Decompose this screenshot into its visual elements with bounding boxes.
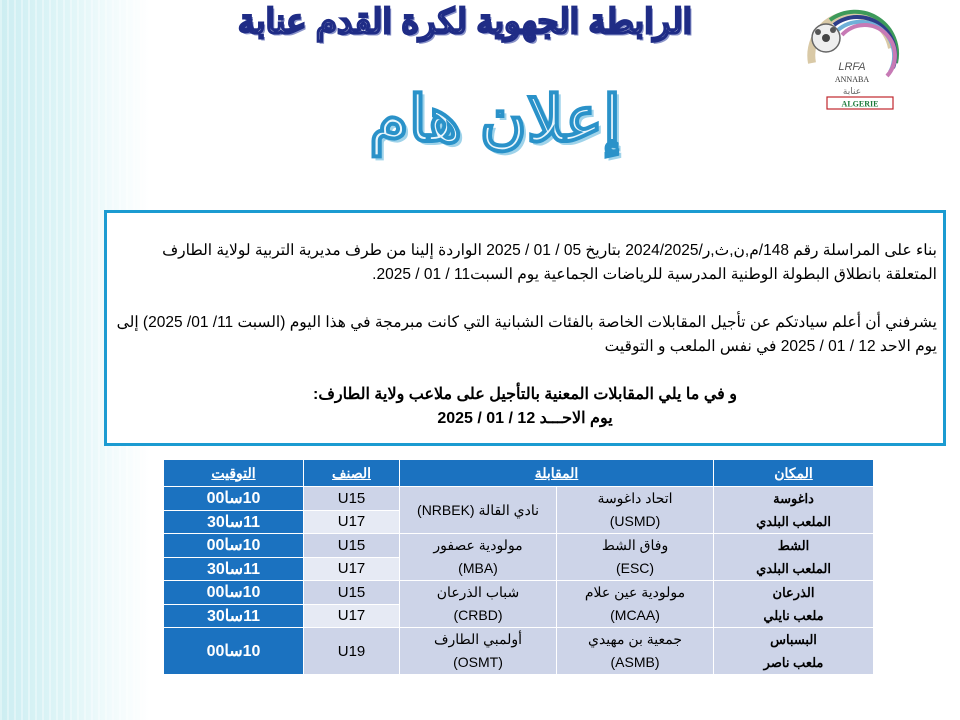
venue-cell-line: الملعب البلدي [756,561,831,576]
category-cell: U15 [303,580,400,605]
table-row: البسباس ملعب ناصر جمعية بن مهيدي (ASMB) أولم… [163,627,875,675]
home-team-cell-line: (MCAA) [610,607,660,623]
table-row: U17 11سا30 [163,509,874,534]
category-cell: U17 [303,603,400,628]
away-team-cell: نادي القالة (NRBEK) [398,486,558,534]
home-team-cell: اتحاد داغوسة (USMD) [556,486,715,534]
home-team-cell-line: (ASMB) [610,654,660,670]
away-team-cell: شباب الذرعان (CRBD) [398,580,558,628]
home-team-cell-line: اتحاد داغوسة [597,490,673,506]
header-class: الصنف [303,459,400,487]
table-row: الشط الملعب البلدي وفاق الشط (ESC) مولودية ع… [163,533,875,581]
table-header-row: المكان المقابلة الصنف التوقيت [163,459,875,487]
category-cell: U17 [303,509,400,534]
svg-text:LRFA: LRFA [838,61,865,73]
postponed-matches-table: المكان المقابلة الصنف التوقيت داغوسة المل… [163,459,875,675]
home-team-cell-line: جمعية بن مهيدي [587,631,683,647]
venue-cell-line: ملعب نايلي [763,608,824,623]
venue-cell-line: داغوسة [773,491,814,506]
venue-cell-line: البسباس [770,632,817,647]
home-team-cell: وفاق الشط (ESC) [556,533,715,581]
away-team-cell-line: أولمبي الطارف [434,631,522,647]
table-row: U17 11سا30 [163,603,874,628]
notice-day: يوم الاحـــد 12 / 01 / 2025 [437,410,613,427]
kickoff-time-cell: 10سا00 [163,486,304,511]
svg-text:ALGERIE: ALGERIE [842,100,879,109]
venue-cell-line: الذرعان [772,585,815,600]
notice-box: بناء على المراسلة رقم 148/م,ن,ث,ر/2024/2… [104,210,946,446]
kickoff-time-cell: 10سا00 [163,533,304,558]
category-cell: U19 [303,627,400,675]
away-team-cell: مولودية عصفور (MBA) [398,533,558,581]
home-team-cell-line: وفاق الشط [601,537,669,553]
category-cell: U17 [303,556,400,581]
header-place: المكان [713,459,875,487]
home-team-cell-line: مولودية عين علام [584,584,686,600]
away-team-cell-line: شباب الذرعان [436,584,520,600]
home-team-cell-line: (ESC) [615,560,655,576]
away-team-cell-line: (CRBD) [453,607,503,623]
away-team-cell-line: (MBA) [458,560,498,576]
away-team-cell-line: نادي القالة (NRBEK) [417,501,539,518]
away-team-cell-line: مولودية عصفور [433,537,523,553]
svg-text:عنابة: عنابة [843,87,861,97]
venue-cell: البسباس ملعب ناصر [713,627,875,675]
header-match: المقابلة [398,459,715,487]
home-team-cell-line: (USMD) [609,513,661,529]
kickoff-time-cell: 11سا30 [163,556,304,581]
league-logo: LRFA ANNABA عنابة ALGERIE [807,9,900,110]
announcement-heading: إعلان هام [368,82,622,156]
kickoff-time-cell: 10سا00 [163,627,304,675]
table-row: الذرعان ملعب نايلي مولودية عين علام (MCAA) ش… [163,580,875,628]
venue-cell-line: الشط [777,538,810,553]
home-team-cell: مولودية عين علام (MCAA) [556,580,715,628]
kickoff-time-cell: 10سا00 [163,580,304,605]
table-row: داغوسة الملعب البلدي اتحاد داغوسة (USMD) ناد… [163,486,875,534]
venue-cell-line: ملعب ناصر [763,655,824,670]
header-time: التوقيت [163,459,304,487]
venue-cell: الذرعان ملعب نايلي [713,580,875,628]
notice-paragraph-2: يشرفني أن أعلم سيادتكم عن تأجيل المقابلا… [116,314,937,355]
kickoff-time-cell: 11سا30 [163,603,304,628]
away-team-cell: أولمبي الطارف (OSMT) [398,627,558,675]
category-cell: U15 [303,533,400,558]
notice-paragraph-1: بناء على المراسلة رقم 148/م,ن,ث,ر/2024/2… [162,242,937,283]
away-team-cell-line: (OSMT) [453,654,503,670]
notice-intro: و في ما يلي المقابلات المعنية بالتأجيل ع… [313,386,737,403]
venue-cell-line: الملعب البلدي [756,514,831,529]
svg-text:ANNABA: ANNABA [835,75,869,84]
venue-cell: الشط الملعب البلدي [713,533,875,581]
kickoff-time-cell: 11سا30 [163,509,304,534]
home-team-cell: جمعية بن مهيدي (ASMB) [556,627,715,675]
category-cell: U15 [303,486,400,511]
league-title: الرابطة الجهوية لكرة القدم عنابة [237,2,693,42]
venue-cell: داغوسة الملعب البلدي [713,486,875,534]
